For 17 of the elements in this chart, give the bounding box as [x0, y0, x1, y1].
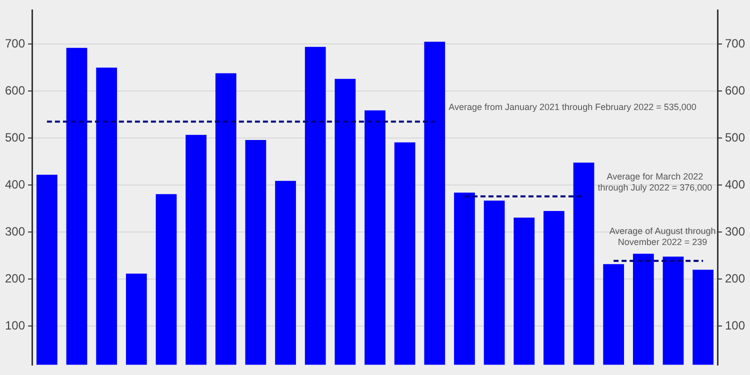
- y-tick-label: 700: [4, 36, 26, 50]
- y-tick-label: 400: [4, 177, 26, 192]
- y2-tick-label: 600: [724, 83, 746, 98]
- annotation: Average of August through November 2022 = 239: [609, 226, 716, 247]
- annotation: Average for March 2022 through July 2022 = 376,000: [598, 171, 712, 192]
- y2-tick-label: 400: [724, 177, 746, 192]
- y-tick-label: 600: [4, 83, 26, 98]
- y2-tick-label: 700: [724, 36, 746, 50]
- y2-tick-label: 100: [724, 318, 746, 333]
- y-tick-label: 100: [4, 318, 26, 333]
- y2-tick-label: 300: [724, 224, 746, 238]
- y2-tick-label: 200: [724, 272, 746, 286]
- annotation: Average from January 2021 through February 2022 = 535,000: [448, 102, 696, 112]
- y-tick-label: 300: [4, 224, 26, 238]
- y2-tick-label: 500: [724, 130, 746, 144]
- y-tick-label: 500: [4, 130, 26, 144]
- y-tick-label: 200: [4, 272, 26, 286]
